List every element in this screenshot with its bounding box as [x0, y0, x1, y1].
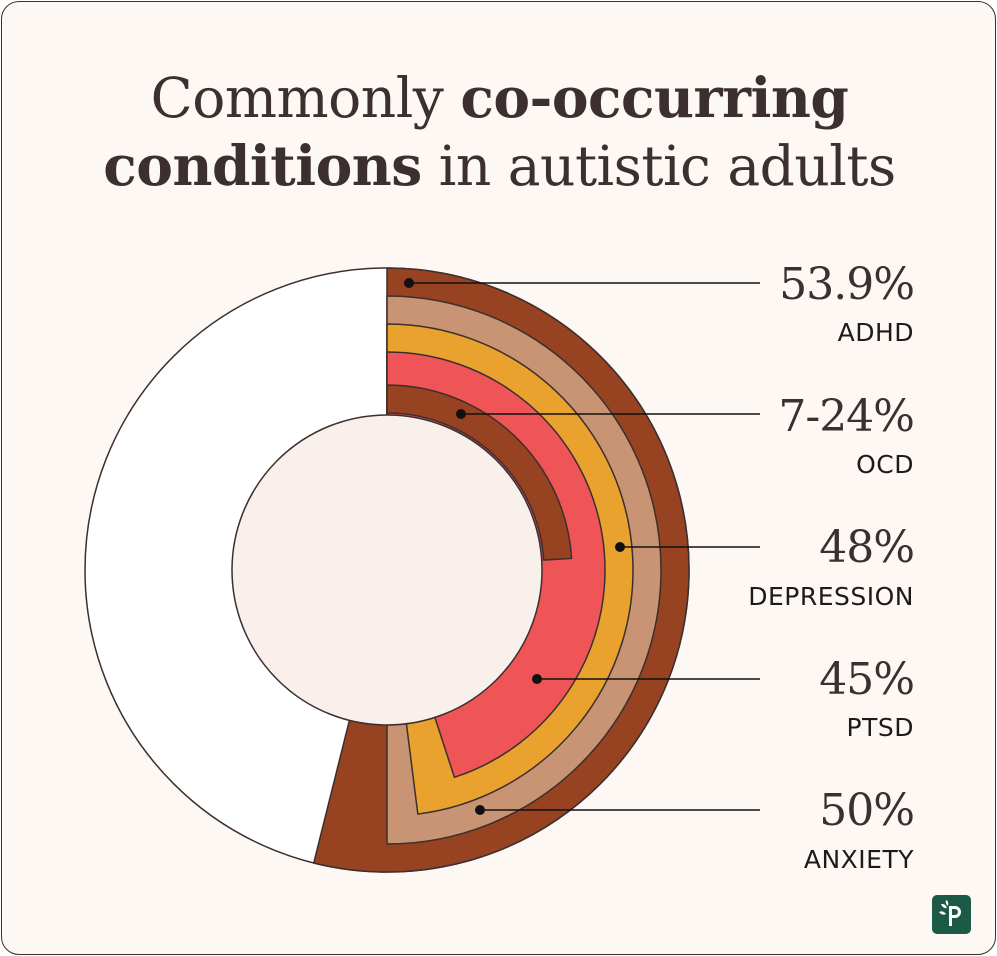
label-ocd-name: OCD	[856, 450, 914, 479]
leader-dot-adhd	[404, 278, 414, 288]
leader-dot-ptsd	[532, 674, 542, 684]
label-ocd-percent: 7-24%	[778, 391, 915, 442]
label-depression-name: DEPRESSION	[748, 582, 914, 611]
leaf-p-logo-icon	[932, 895, 971, 934]
leader-dot-ocd	[456, 409, 466, 419]
label-adhd-name: ADHD	[837, 318, 914, 347]
chart-title: Commonly co-occurring conditions in auti…	[2, 64, 995, 200]
title-text-bold-1: co-occurring	[460, 65, 849, 130]
title-text-bold-2: conditions	[103, 133, 422, 198]
leader-dot-depression	[615, 542, 625, 552]
title-text-regular-2: in autistic adults	[421, 134, 896, 198]
bar-ocd	[386, 384, 573, 561]
logo-glyph	[939, 900, 961, 926]
label-ptsd-percent: 45%	[819, 654, 915, 705]
title-text-regular-1: Commonly	[150, 66, 461, 130]
title-line-2: conditions in autistic adults	[2, 132, 995, 200]
label-ptsd-name: PTSD	[846, 713, 914, 742]
label-adhd-percent: 53.9%	[779, 259, 915, 310]
label-anxiety-percent: 50%	[819, 785, 915, 836]
center-disc	[231, 414, 543, 726]
leader-dot-anxiety	[475, 805, 485, 815]
label-depression-percent: 48%	[819, 522, 915, 573]
title-line-1: Commonly co-occurring	[2, 64, 995, 132]
label-anxiety-name: ANXIETY	[803, 845, 914, 874]
